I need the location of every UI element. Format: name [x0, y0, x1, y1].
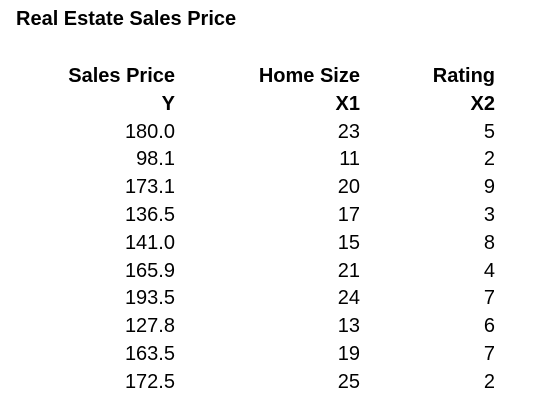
- table-cell: 11: [339, 148, 360, 171]
- table-cell: 3: [483, 203, 495, 226]
- table-cell: 141.0: [124, 231, 175, 254]
- table-cell: 24: [337, 287, 360, 310]
- table-cell: 8: [483, 231, 495, 254]
- column-sales-price: Sales Price Y 180.0 98.1 173.1 136.5 141…: [68, 63, 175, 397]
- table-cell: 4: [483, 259, 495, 282]
- table-cell: 9: [483, 176, 495, 199]
- table-cell: 23: [337, 120, 360, 143]
- column-symbol: X1: [335, 92, 360, 115]
- column-home-size: Home Size X1 23 11 20 17 15 21 24 13 19 …: [259, 63, 360, 397]
- table-cell: 5: [483, 120, 495, 143]
- table-cell: 17: [337, 203, 360, 226]
- table-cell: 165.9: [124, 259, 175, 282]
- table-cell: 127.8: [124, 315, 175, 338]
- table-cell: 172.5: [124, 370, 175, 393]
- table-cell: 25: [337, 370, 360, 393]
- table-cell: 2: [483, 370, 495, 393]
- page-title: Real Estate Sales Price: [16, 8, 237, 30]
- table-cell: 15: [337, 231, 360, 254]
- table-cell: 180.0: [124, 120, 175, 143]
- table-cell: 163.5: [124, 342, 175, 365]
- table-cell: 98.1: [136, 148, 175, 171]
- table-cell: 173.1: [124, 176, 175, 199]
- table-cell: 7: [483, 342, 495, 365]
- table-cell: 20: [337, 176, 360, 199]
- column-header: Sales Price: [68, 65, 175, 87]
- table-cell: 21: [337, 259, 360, 282]
- table-cell: 193.5: [124, 287, 175, 310]
- table-cell: 2: [483, 148, 495, 171]
- table-cell: 13: [337, 315, 360, 338]
- table-cell: 7: [483, 287, 495, 310]
- column-symbol: X2: [470, 92, 495, 115]
- column-header: Rating: [432, 65, 495, 87]
- table-cell: 19: [337, 342, 360, 365]
- column-header: Home Size: [258, 65, 360, 87]
- column-rating: Rating X2 5 2 9 3 8 4 7 6 7 2: [433, 63, 495, 397]
- column-symbol: Y: [161, 92, 175, 115]
- table-cell: 6: [483, 315, 495, 338]
- table-cell: 136.5: [124, 203, 175, 226]
